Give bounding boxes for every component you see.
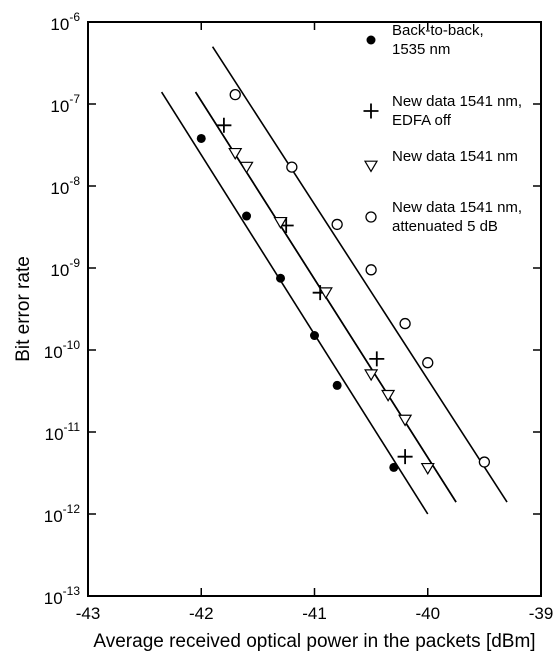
data-point-back-to-back bbox=[276, 273, 286, 283]
axis-ticks bbox=[87, 21, 542, 597]
x-axis-title: Average received optical power in the pa… bbox=[93, 631, 535, 652]
data-point-1541 bbox=[318, 287, 333, 300]
data-point-back-to-back bbox=[310, 331, 319, 341]
data-point-back-to-back bbox=[366, 35, 376, 45]
data-point-attenuated bbox=[365, 264, 377, 276]
data-point-back-to-back bbox=[242, 211, 252, 221]
y-tick-label: 10-13 bbox=[44, 584, 81, 608]
legend-label: Back-to-back, bbox=[392, 22, 484, 39]
y-axis-title: Bit error rate bbox=[13, 256, 34, 362]
y-tick-label: 10-12 bbox=[44, 502, 81, 526]
y-tick-label: 10-6 bbox=[50, 10, 80, 34]
data-point-attenuated bbox=[399, 317, 411, 330]
fit-lines bbox=[160, 46, 508, 515]
data-point-1541 bbox=[363, 160, 379, 173]
y-tick-label: 10-7 bbox=[50, 92, 80, 116]
data-point-1541 bbox=[239, 161, 254, 174]
x-tick-label: -43 bbox=[76, 604, 101, 623]
legend-label: 1535 nm bbox=[392, 41, 450, 58]
data-point-attenuated bbox=[286, 161, 298, 173]
legend-label: New data 1541 nm, bbox=[392, 199, 522, 216]
data-point-edfa-off bbox=[397, 449, 413, 465]
data-point-1541 bbox=[398, 414, 413, 427]
data-point-1541 bbox=[273, 216, 288, 229]
x-tick-label: -42 bbox=[189, 604, 214, 623]
data-point-1541 bbox=[381, 389, 396, 402]
legend-label: New data 1541 nm, bbox=[392, 93, 522, 110]
data-markers bbox=[196, 89, 491, 475]
data-point-back-to-back bbox=[389, 462, 399, 472]
y-tick-label: 10-8 bbox=[50, 174, 80, 198]
tick-labels: -43 -42 -41 -40 -39 10-6 10-7 10-8 10-9 10-10 10-1… bbox=[44, 10, 554, 623]
fit-line bbox=[160, 91, 429, 515]
legend-label: EDFA off bbox=[392, 112, 452, 129]
data-point-edfa-off bbox=[363, 103, 379, 119]
legend: Back-to-back, 1535 nm New data 1541 nm, EDF… bbox=[363, 22, 522, 235]
data-point-back-to-back bbox=[196, 133, 206, 143]
data-point-edfa-off bbox=[369, 351, 385, 367]
data-point-attenuated bbox=[365, 211, 377, 223]
data-point-back-to-back bbox=[332, 380, 342, 390]
data-point-attenuated bbox=[229, 89, 241, 101]
data-point-attenuated bbox=[331, 218, 343, 231]
y-tick-label: 10-9 bbox=[50, 256, 80, 280]
x-tick-label: -39 bbox=[529, 604, 554, 623]
data-point-1541 bbox=[228, 147, 243, 160]
data-point-edfa-off bbox=[216, 117, 232, 133]
legend-label: New data 1541 nm bbox=[392, 148, 518, 165]
fit-line bbox=[211, 46, 508, 503]
legend-label: attenuated 5 dB bbox=[392, 218, 498, 235]
data-point-attenuated bbox=[478, 456, 491, 468]
x-tick-label: -40 bbox=[415, 604, 440, 623]
data-point-attenuated bbox=[422, 357, 434, 369]
data-point-1541 bbox=[364, 369, 379, 382]
data-point-1541 bbox=[420, 462, 435, 475]
y-tick-label: 10-10 bbox=[44, 338, 81, 362]
x-tick-label: -41 bbox=[302, 604, 327, 623]
y-tick-label: 10-11 bbox=[45, 420, 81, 444]
